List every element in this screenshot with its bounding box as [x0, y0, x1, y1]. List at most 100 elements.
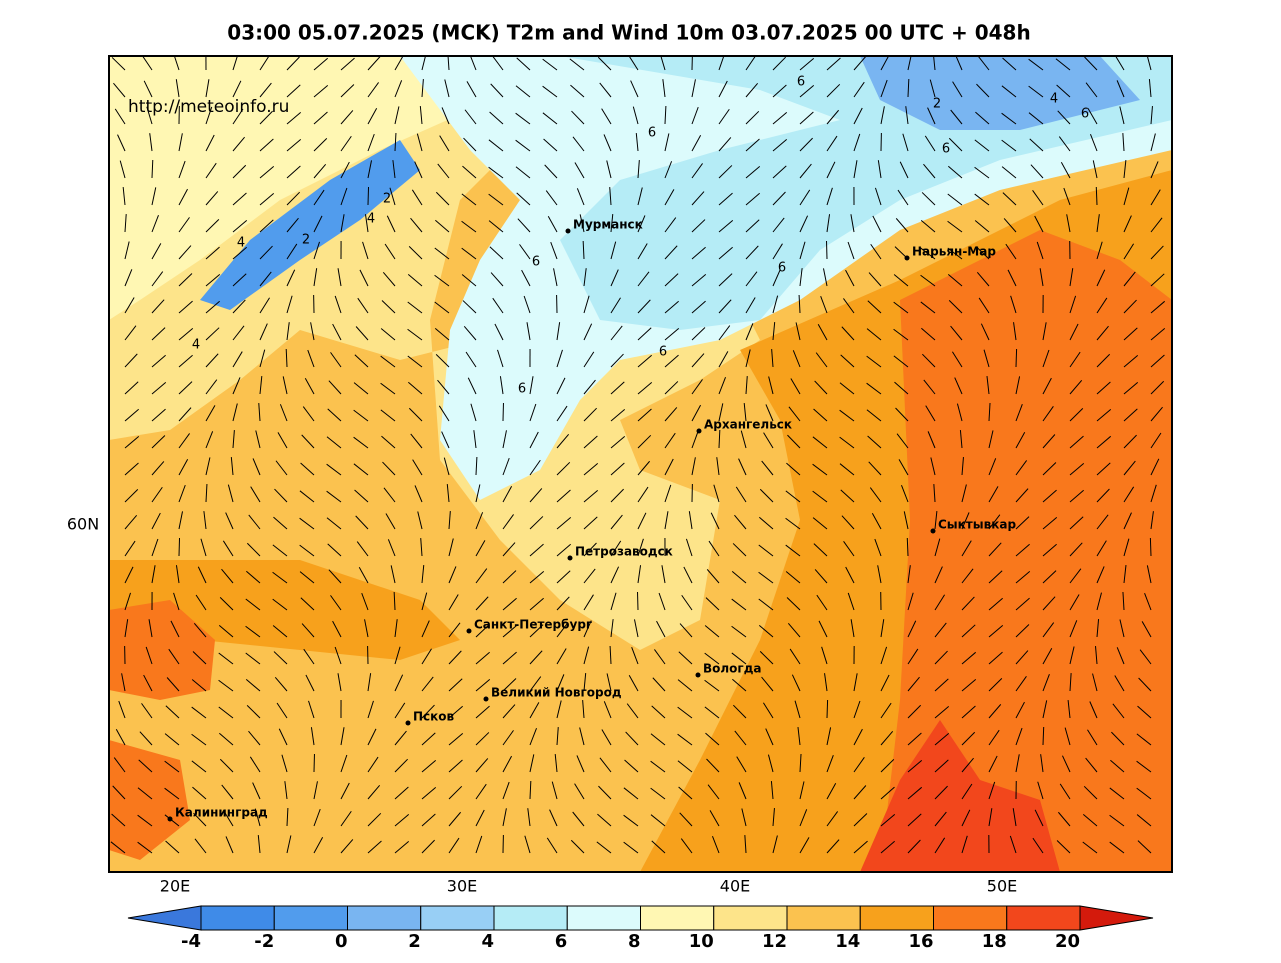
wind-barb: [178, 484, 186, 503]
wind-barb: [847, 592, 855, 611]
wind-barb: [691, 246, 706, 260]
wind-barb: [475, 456, 478, 476]
wind-barb: [664, 300, 679, 314]
wind-barb: [556, 727, 559, 746]
wind-barb: [1096, 241, 1103, 260]
wind-barb: [637, 354, 653, 368]
wind-barb: [1150, 354, 1165, 368]
wind-barb: [461, 274, 477, 287]
colorbar-segment: [640, 905, 715, 931]
wind-barb: [1087, 729, 1098, 746]
wind-barb: [1137, 840, 1152, 854]
city-dot: [466, 628, 472, 634]
wind-barb: [1150, 161, 1159, 179]
wind-barb: [340, 135, 352, 152]
city-label: Сыктывкар: [938, 518, 1016, 532]
wind-barb: [606, 673, 612, 692]
wind-barb: [178, 188, 188, 206]
wind-barb: [853, 757, 865, 773]
wind-barb: [149, 133, 153, 152]
wind-barb: [205, 162, 217, 179]
wind-barb: [664, 354, 679, 368]
wind-barb: [583, 489, 599, 503]
wind-barb: [1123, 381, 1139, 395]
wind-barb: [826, 161, 836, 179]
wind-barb: [895, 407, 909, 422]
wind-barb: [439, 135, 450, 152]
wind-barb: [677, 733, 693, 746]
wind-barb: [1082, 813, 1098, 827]
wind-barb: [745, 297, 756, 314]
wind-barb: [254, 808, 261, 827]
wind-barb: [691, 327, 706, 341]
wind-barb: [1042, 622, 1055, 638]
wind-barb: [732, 678, 747, 692]
wind-barb: [382, 271, 396, 287]
wind-barb: [475, 484, 481, 503]
wind-barb: [502, 808, 507, 827]
wind-barb: [191, 760, 207, 773]
wind-barb: [556, 377, 566, 395]
wind-barb: [988, 514, 1001, 530]
wind-barb: [813, 543, 828, 557]
wind-barb: [475, 732, 490, 746]
wind-barb: [303, 648, 315, 665]
contour-label: 6: [942, 142, 950, 157]
wind-barb: [367, 133, 375, 152]
wind-barb: [704, 679, 720, 692]
wind-barb: [353, 436, 369, 449]
wind-barb: [521, 269, 531, 287]
wind-barb: [553, 268, 558, 287]
wind-barb: [934, 837, 946, 854]
wind-barb: [845, 269, 855, 287]
wind-barb: [556, 543, 571, 557]
wind-barb: [313, 137, 328, 152]
wind-barb: [421, 676, 434, 692]
wind-barb: [334, 646, 342, 665]
wind-barb: [651, 705, 666, 719]
wind-barb: [961, 457, 964, 476]
wind-barb: [421, 839, 435, 854]
wind-barb: [178, 458, 189, 476]
wind-barb: [610, 514, 623, 530]
wind-barb: [1123, 486, 1135, 503]
wind-barb: [394, 840, 410, 854]
wind-barb: [628, 675, 639, 692]
wind-barb: [988, 625, 1004, 638]
contour-label: 6: [1081, 107, 1089, 122]
wind-barb: [771, 349, 774, 368]
wind-barb: [353, 382, 369, 395]
wind-barb: [394, 813, 410, 827]
wind-barb: [463, 137, 477, 152]
wind-barb: [313, 241, 320, 260]
wind-barb: [218, 679, 234, 692]
wind-barb: [799, 189, 811, 206]
wind-barb: [598, 785, 612, 800]
wind-barb: [178, 354, 193, 368]
wind-barb: [899, 161, 909, 179]
wind-barb: [259, 245, 273, 260]
wind-barb: [679, 623, 693, 638]
wind-barb: [691, 191, 705, 206]
wind-barb: [988, 651, 1003, 665]
wind-barb: [907, 813, 922, 827]
wind-barb: [787, 434, 801, 449]
wind-barb: [380, 409, 396, 422]
wind-barb: [502, 625, 518, 638]
wind-barb: [529, 543, 544, 557]
wind-barb: [898, 459, 909, 476]
wind-barb: [704, 625, 720, 638]
wind-barb: [1042, 674, 1050, 692]
wind-barb: [704, 652, 720, 665]
wind-barb: [745, 323, 754, 341]
wind-barb: [556, 622, 569, 638]
wind-barb: [826, 727, 832, 746]
wind-barb: [284, 781, 288, 800]
wind-barb: [637, 187, 643, 206]
wind-barb: [232, 325, 245, 341]
wind-barb: [466, 81, 477, 98]
wind-barb: [412, 459, 423, 476]
wind-barb: [354, 354, 369, 368]
wind-barb: [651, 840, 666, 854]
wind-barb: [745, 271, 758, 287]
